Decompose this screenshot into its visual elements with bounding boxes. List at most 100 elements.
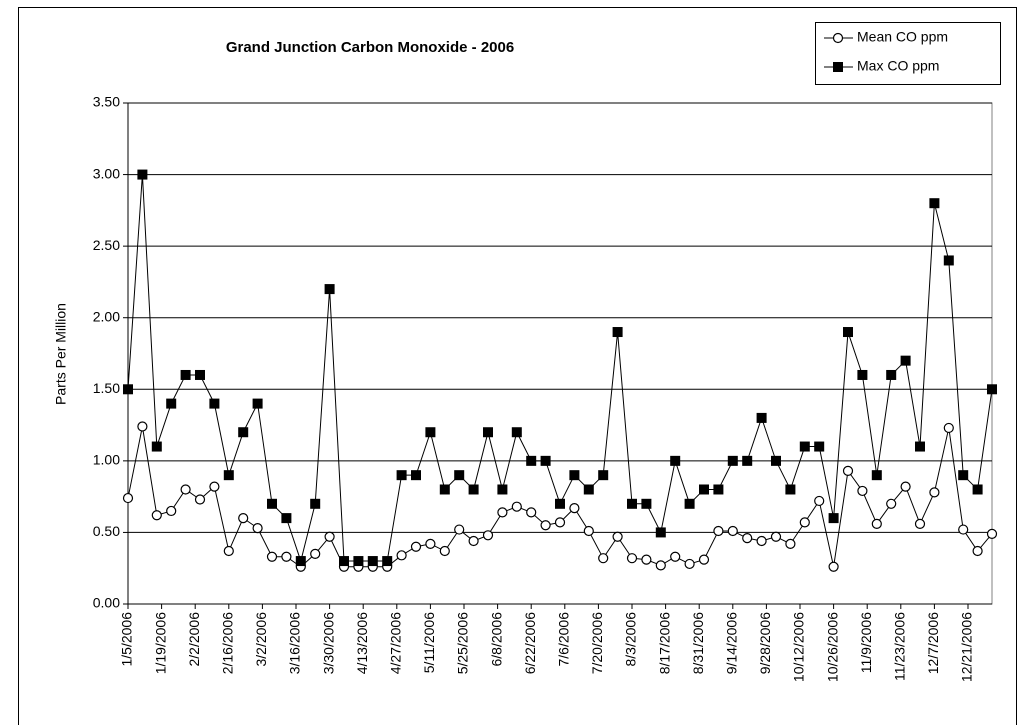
data-point (583, 484, 594, 495)
data-point (785, 484, 796, 495)
y-tick-label: 0.50 (93, 523, 120, 539)
data-point (814, 441, 825, 452)
data-point (799, 441, 810, 452)
data-point (958, 470, 969, 481)
data-point (569, 502, 580, 514)
x-tick-label: 12/7/2006 (925, 612, 941, 674)
data-point (684, 498, 695, 509)
data-point (670, 455, 681, 466)
data-point (828, 561, 839, 572)
data-point (814, 495, 825, 507)
data-point (641, 498, 652, 509)
data-point (900, 481, 911, 492)
y-axis-label: Parts Per Million (53, 303, 69, 405)
data-point (857, 369, 868, 380)
data-point (598, 470, 609, 481)
data-point (194, 494, 206, 505)
data-point (482, 530, 494, 541)
data-point (727, 455, 738, 466)
y-tick-label: 1.00 (93, 452, 120, 468)
data-point (353, 556, 364, 567)
y-tick-label: 1.50 (93, 380, 120, 396)
x-tick-label: 8/3/2006 (623, 612, 639, 667)
x-tick-label: 6/8/2006 (488, 612, 504, 667)
data-point (612, 327, 623, 338)
data-point (828, 513, 839, 524)
data-point (267, 498, 277, 509)
data-point (641, 554, 652, 565)
data-point (972, 484, 983, 495)
data-point (727, 525, 738, 537)
data-point (439, 545, 450, 557)
x-tick-label: 9/14/2006 (724, 612, 740, 674)
data-point (281, 513, 292, 524)
data-point (367, 556, 378, 567)
data-point (209, 481, 220, 492)
data-point (871, 518, 882, 529)
legend-label: Max CO ppm (857, 58, 939, 74)
x-tick-label: 9/28/2006 (757, 612, 773, 674)
data-point (799, 517, 810, 528)
data-point (166, 505, 177, 517)
data-point (411, 470, 421, 481)
data-point (929, 198, 940, 209)
data-point (713, 484, 724, 495)
chart-title: Grand Junction Carbon Monoxide - 2006 (226, 39, 514, 56)
data-point (627, 498, 637, 509)
data-point (497, 484, 508, 495)
data-point (439, 484, 450, 495)
y-tick-label: 3.00 (93, 165, 120, 181)
x-tick-label: 3/16/2006 (287, 612, 303, 674)
data-point (914, 518, 926, 529)
series (122, 421, 998, 572)
data-point (655, 560, 666, 571)
data-point (958, 524, 969, 535)
data-point (857, 485, 868, 497)
data-point (986, 528, 998, 539)
series (123, 169, 997, 567)
data-point (137, 169, 148, 180)
x-tick-label: 3/2/2006 (253, 612, 269, 667)
data-point (122, 492, 134, 504)
data-point (454, 470, 465, 481)
data-point (929, 487, 940, 498)
data-point (410, 541, 422, 552)
x-tick-label: 1/19/2006 (152, 612, 168, 674)
data-point (425, 538, 436, 549)
x-tick-label: 3/30/2006 (320, 612, 336, 674)
data-point (324, 531, 335, 542)
data-point (583, 525, 594, 537)
data-point (756, 535, 767, 547)
data-point (915, 441, 925, 452)
data-point (238, 427, 249, 438)
data-point (540, 455, 551, 466)
data-point (151, 510, 162, 521)
data-point (180, 369, 191, 380)
data-point (699, 484, 709, 495)
data-point (396, 470, 407, 481)
x-tick-label: 12/21/2006 (959, 612, 975, 682)
data-point (526, 455, 537, 466)
data-point (713, 525, 724, 537)
data-point (454, 524, 465, 535)
data-point (396, 550, 407, 561)
data-point (742, 533, 753, 544)
data-point (123, 384, 133, 395)
data-point (339, 556, 349, 567)
x-tick-label: 5/11/2006 (421, 612, 437, 673)
data-point (137, 421, 148, 432)
data-point (886, 369, 897, 380)
data-point (943, 255, 954, 266)
x-tick-label: 11/23/2006 (892, 612, 908, 681)
x-tick-label: 5/25/2006 (455, 612, 471, 674)
data-point (540, 520, 551, 531)
data-point (756, 412, 767, 423)
data-point (598, 553, 609, 564)
data-point (151, 441, 162, 452)
data-point (483, 427, 493, 438)
y-tick-label: 3.50 (93, 94, 120, 110)
data-point (770, 531, 782, 542)
data-point (180, 484, 191, 495)
data-point (497, 507, 508, 518)
